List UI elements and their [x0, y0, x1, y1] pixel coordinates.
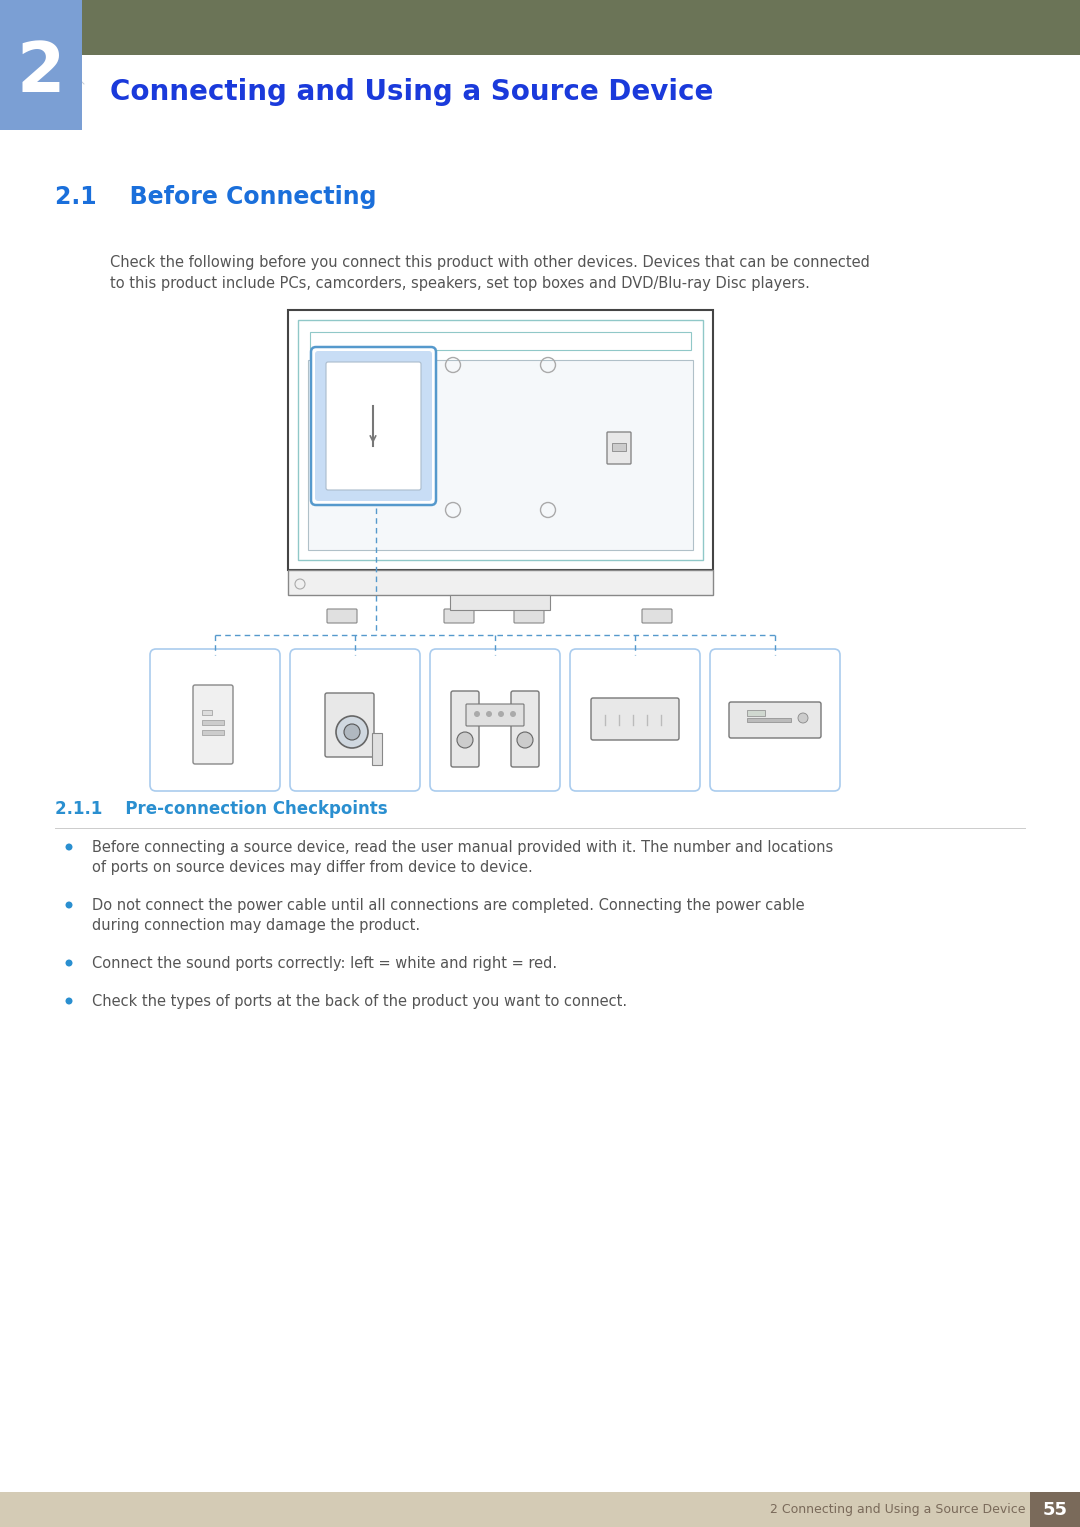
Text: of ports on source devices may differ from device to device.: of ports on source devices may differ fr…: [92, 860, 532, 875]
Text: 2: 2: [17, 40, 65, 107]
Bar: [202, 721, 224, 725]
Circle shape: [336, 716, 368, 748]
FancyBboxPatch shape: [291, 649, 420, 791]
Circle shape: [474, 712, 480, 718]
Bar: [298, 321, 703, 560]
FancyBboxPatch shape: [451, 692, 480, 767]
Text: to this product include PCs, camcorders, speakers, set top boxes and DVD/Blu-ray: to this product include PCs, camcorders,…: [110, 276, 810, 292]
Circle shape: [510, 712, 516, 718]
Text: 55: 55: [1042, 1501, 1067, 1519]
Circle shape: [457, 731, 473, 748]
Circle shape: [66, 843, 72, 851]
Bar: [747, 718, 791, 722]
Bar: [1030, 1492, 1080, 1527]
FancyBboxPatch shape: [325, 693, 374, 757]
Bar: [0, 0, 82, 130]
FancyBboxPatch shape: [150, 649, 280, 791]
Bar: [747, 710, 765, 716]
Bar: [202, 730, 224, 734]
Circle shape: [517, 731, 534, 748]
FancyBboxPatch shape: [607, 432, 631, 464]
Circle shape: [345, 724, 360, 741]
FancyBboxPatch shape: [710, 649, 840, 791]
Text: Connecting and Using a Source Device: Connecting and Using a Source Device: [110, 78, 714, 105]
Text: 2 Connecting and Using a Source Device: 2 Connecting and Using a Source Device: [769, 1504, 1025, 1516]
FancyBboxPatch shape: [430, 649, 561, 791]
Bar: [288, 310, 713, 570]
Text: 2.1.1    Pre-connection Checkpoints: 2.1.1 Pre-connection Checkpoints: [55, 800, 388, 818]
FancyBboxPatch shape: [327, 609, 357, 623]
Bar: [202, 710, 212, 715]
FancyBboxPatch shape: [193, 686, 233, 764]
Bar: [288, 570, 713, 596]
Text: Connect the sound ports correctly: left = white and right = red.: Connect the sound ports correctly: left …: [92, 956, 557, 971]
Bar: [0, 0, 1080, 55]
FancyBboxPatch shape: [444, 609, 474, 623]
FancyBboxPatch shape: [591, 698, 679, 741]
FancyBboxPatch shape: [511, 692, 539, 767]
FancyBboxPatch shape: [570, 649, 700, 791]
Bar: [308, 360, 693, 550]
Bar: [372, 733, 382, 765]
FancyBboxPatch shape: [311, 347, 436, 505]
FancyBboxPatch shape: [315, 351, 432, 501]
Circle shape: [486, 712, 492, 718]
Bar: [612, 443, 626, 450]
Circle shape: [66, 997, 72, 1005]
FancyBboxPatch shape: [326, 362, 421, 490]
Circle shape: [798, 713, 808, 722]
Text: Do not connect the power cable until all connections are completed. Connecting t: Do not connect the power cable until all…: [92, 898, 805, 913]
Bar: [450, 596, 550, 609]
FancyBboxPatch shape: [465, 704, 524, 725]
Text: Before connecting a source device, read the user manual provided with it. The nu: Before connecting a source device, read …: [92, 840, 834, 855]
FancyBboxPatch shape: [514, 609, 544, 623]
FancyBboxPatch shape: [729, 702, 821, 738]
FancyBboxPatch shape: [642, 609, 672, 623]
Text: Check the following before you connect this product with other devices. Devices : Check the following before you connect t…: [110, 255, 869, 270]
Text: Check the types of ports at the back of the product you want to connect.: Check the types of ports at the back of …: [92, 994, 627, 1009]
Bar: [0, 1492, 1080, 1527]
Bar: [310, 331, 691, 350]
Text: 2.1    Before Connecting: 2.1 Before Connecting: [55, 185, 377, 209]
Circle shape: [498, 712, 504, 718]
Text: during connection may damage the product.: during connection may damage the product…: [92, 918, 420, 933]
Circle shape: [66, 901, 72, 909]
Circle shape: [66, 959, 72, 967]
